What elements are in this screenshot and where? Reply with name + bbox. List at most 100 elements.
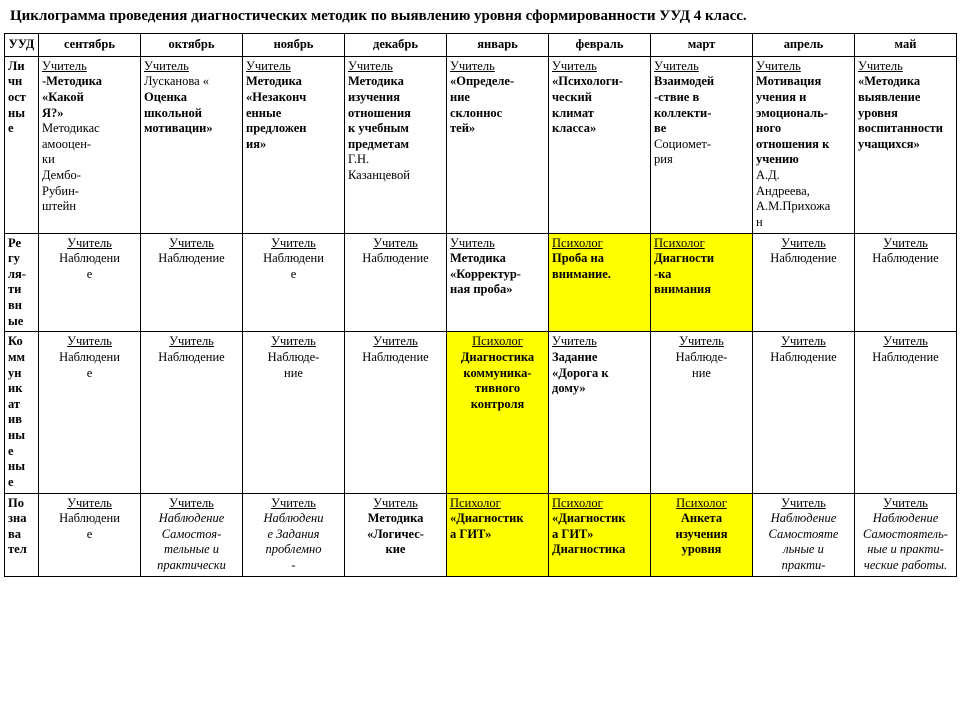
table-row: Личностные Учитель -Методика«КакойЯ?» Ме… (5, 56, 957, 233)
role-label: Психолог (450, 496, 501, 510)
cell: Учитель Наблюдение (753, 332, 855, 493)
method: Взаимодей-ствие вколлекти-ве (654, 74, 714, 135)
role-label: Учитель (883, 496, 928, 510)
role-label: Учитель (450, 59, 495, 73)
cell-highlight: Психолог Диагности-кавнимания (651, 233, 753, 332)
col-uud: УУД (5, 34, 39, 57)
table-header-row: УУД сентябрь октябрь ноябрь декабрь янва… (5, 34, 957, 57)
cell: Учитель Взаимодей-ствие вколлекти-ве Соц… (651, 56, 753, 233)
method: Мотивацияучения иэмоциональ-ногоотношени… (756, 74, 829, 166)
detail: Наблюде-ние (268, 350, 320, 380)
row-name: Познавател (5, 493, 39, 576)
role-label: Учитель (67, 496, 112, 510)
role-label: Психолог (472, 334, 523, 348)
detail: Наблюдение (59, 511, 120, 541)
role-label: Учитель (883, 236, 928, 250)
role-label: Психолог (676, 496, 727, 510)
detail: Методикасамооцен-ки Дембо-Рубин-штейн (42, 121, 100, 213)
detail: Лусканова « (144, 74, 209, 88)
role-label: Учитель (246, 59, 291, 73)
detail: Наблюдение (59, 350, 120, 380)
role-label: Учитель (781, 334, 826, 348)
role-label: Учитель (654, 59, 699, 73)
role-label: Учитель (756, 59, 801, 73)
cell: Учитель Мотивацияучения иэмоциональ-ного… (753, 56, 855, 233)
detail: Наблюдение (59, 251, 120, 281)
method: «Диагностика ГИТ»Диагностика (552, 511, 626, 556)
role-label: Учитель (552, 59, 597, 73)
method: «Психологи-ческийклиматкласса» (552, 74, 623, 135)
cell: Учитель Наблюдение (753, 233, 855, 332)
cell: Учитель «Методикавыявлениеуровнявоспитан… (855, 56, 957, 233)
cell: Учитель Наблюдение (39, 332, 141, 493)
role-label: Учитель (144, 59, 189, 73)
cell-highlight: Психолог Диагностикакоммуника-тивногокон… (447, 332, 549, 493)
method: Методика«Корректур-ная проба» (450, 251, 521, 296)
detail: Наблюдение (770, 251, 836, 265)
method: Оценкашкольноймотивации» (144, 90, 213, 135)
role-label: Учитель (373, 496, 418, 510)
detail: Г.Н.Казанцевой (348, 152, 410, 182)
detail: Наблюдение (770, 350, 836, 364)
cell: Учитель Наблюдение (243, 233, 345, 332)
method: Методика«Логичес-кие (367, 511, 424, 556)
method: Методика«Незаконченныепредложения» (246, 74, 306, 151)
method: Диагностикакоммуника-тивногоконтроля (461, 350, 534, 411)
col-sep: сентябрь (39, 34, 141, 57)
cell: Учитель «Психологи-ческийклиматкласса» (549, 56, 651, 233)
cell: Учитель Лусканова « Оценкашкольноймотива… (141, 56, 243, 233)
role-label: Учитель (781, 496, 826, 510)
cell: Учитель Методика«Логичес-кие (345, 493, 447, 576)
detail: Наблюдение Заданияпроблемно- (264, 511, 324, 572)
cell: Учитель Наблюдение (345, 332, 447, 493)
role-label: Учитель (67, 236, 112, 250)
detail: НаблюдениеСамостоя-тельные ипрактически (157, 511, 226, 572)
cell: Учитель Наблюдение (345, 233, 447, 332)
detail: Наблюдение (158, 350, 224, 364)
role-label: Учитель (271, 236, 316, 250)
detail: Наблюдение (362, 251, 428, 265)
role-label: Учитель (552, 334, 597, 348)
page-title: Циклограмма проведения диагностических м… (4, 4, 956, 33)
method: Задание«Дорога кдому» (552, 350, 609, 395)
role-label: Учитель (169, 496, 214, 510)
col-dec: декабрь (345, 34, 447, 57)
detail: Наблюдение (872, 251, 938, 265)
detail: Наблюдение (362, 350, 428, 364)
detail: Наблюдение (872, 350, 938, 364)
col-feb: февраль (549, 34, 651, 57)
method: Диагности-кавнимания (654, 251, 714, 296)
cell-highlight: Психолог «Диагностика ГИТ» (447, 493, 549, 576)
col-jan: январь (447, 34, 549, 57)
role-label: Учитель (781, 236, 826, 250)
role-label: Учитель (271, 334, 316, 348)
cell: Учитель Наблюдение (141, 332, 243, 493)
method: Анкетаизученияуровня (676, 511, 728, 556)
detail: Наблюдение (263, 251, 324, 281)
role-label: Учитель (67, 334, 112, 348)
col-mar: март (651, 34, 753, 57)
method: «Методикавыявлениеуровнявоспитанностиуча… (858, 74, 943, 151)
detail: НаблюдениеСамостоятель-ные и практи-ческ… (863, 511, 948, 572)
cell: Учитель НаблюдениеСамостоя-тельные ипрак… (141, 493, 243, 576)
method: «Определе-ниесклонностей» (450, 74, 514, 135)
role-label: Психолог (552, 236, 603, 250)
role-label: Учитель (373, 236, 418, 250)
role-label: Учитель (348, 59, 393, 73)
cell: Учитель Наблюдение (855, 233, 957, 332)
cell-highlight: Психолог Проба навнимание. (549, 233, 651, 332)
cell: Учитель Задание«Дорога кдому» (549, 332, 651, 493)
cell: Учитель НаблюдениеСамостоятель-ные и пра… (855, 493, 957, 576)
cell: Учитель -Методика«КакойЯ?» Методикасамоо… (39, 56, 141, 233)
col-oct: октябрь (141, 34, 243, 57)
cell: Учитель Методика«Незаконченныепредложени… (243, 56, 345, 233)
cell: Учитель «Определе-ниесклонностей» (447, 56, 549, 233)
method: Методикаизученияотношенияк учебнымпредме… (348, 74, 411, 151)
cell: Учитель Наблюдение (39, 493, 141, 576)
cell-highlight: Психолог «Диагностика ГИТ»Диагностика (549, 493, 651, 576)
col-may: май (855, 34, 957, 57)
cell-highlight: Психолог Анкетаизученияуровня (651, 493, 753, 576)
cell: Учитель Наблюдение (855, 332, 957, 493)
role-label: Учитель (169, 334, 214, 348)
row-name: Регуля-тивные (5, 233, 39, 332)
